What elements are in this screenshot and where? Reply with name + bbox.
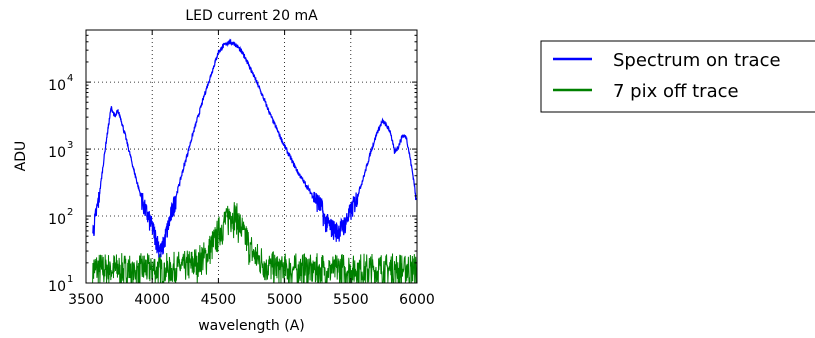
plot-frame bbox=[85, 29, 418, 284]
x-tick-label: 3500 bbox=[68, 292, 104, 308]
x-axis-ticks: 3500 4000 4500 5000 5500 6000 bbox=[68, 30, 435, 308]
legend-frame bbox=[540, 40, 815, 113]
x-axis-label: wavelength (A) bbox=[198, 318, 305, 334]
series-line-offtrace bbox=[92, 202, 417, 283]
y-tick-label-exponent: 2 bbox=[67, 207, 73, 218]
y-axis-label: ADU bbox=[13, 141, 29, 172]
y-tick-label-exponent: 1 bbox=[67, 274, 73, 285]
y-tick-label: 10 bbox=[48, 78, 66, 94]
x-tick-label: 5000 bbox=[267, 292, 303, 308]
x-tick-label: 4500 bbox=[201, 292, 237, 308]
x-tick-label: 6000 bbox=[399, 292, 435, 308]
y-tick-label: 10 bbox=[48, 212, 66, 228]
x-tick-label: 4000 bbox=[134, 292, 170, 308]
y-tick-label: 10 bbox=[48, 279, 66, 295]
series-line-spectrum bbox=[92, 38, 417, 258]
series-layer bbox=[92, 38, 417, 283]
legend-label-offtrace: 7 pix off trace bbox=[613, 81, 739, 102]
legend-label-spectrum: Spectrum on trace bbox=[613, 50, 781, 71]
y-tick-label: 10 bbox=[48, 145, 66, 161]
y-tick-label-exponent: 3 bbox=[67, 140, 73, 151]
legend: Spectrum on trace 7 pix off trace bbox=[540, 40, 815, 113]
chart-title: LED current 20 mA bbox=[185, 8, 318, 24]
x-tick-label: 5500 bbox=[333, 292, 369, 308]
y-tick-label-exponent: 4 bbox=[67, 73, 73, 84]
